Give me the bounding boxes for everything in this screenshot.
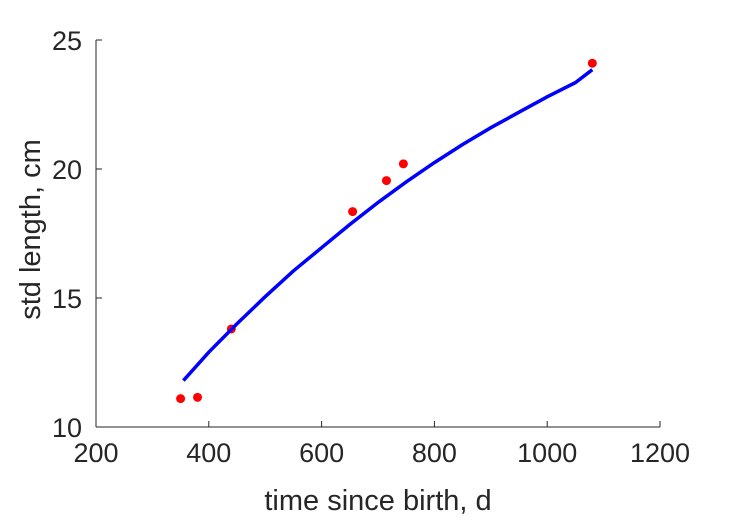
axes: 200 400 600 800 1000 1200 10 15 20 25 — [52, 26, 690, 468]
x-tick-label: 600 — [299, 438, 344, 468]
plot-area — [176, 58, 597, 404]
x-tick-label: 1000 — [517, 438, 577, 468]
y-tick-label: 25 — [52, 26, 82, 56]
x-tick-label: 200 — [73, 438, 118, 468]
data-point — [398, 159, 408, 169]
data-point — [193, 392, 203, 402]
data-point — [381, 176, 391, 186]
y-tick-label: 15 — [52, 284, 82, 314]
x-tick-label: 1200 — [630, 438, 690, 468]
x-tick-label: 800 — [412, 438, 457, 468]
data-point — [348, 207, 358, 217]
data-point — [587, 58, 597, 68]
fit-curve — [182, 68, 594, 382]
x-tick-label: 400 — [186, 438, 231, 468]
x-axis-label: time since birth, d — [264, 485, 491, 517]
y-axis-label: std length, cm — [15, 139, 47, 320]
y-tick-label: 10 — [52, 413, 82, 443]
y-tick-label: 20 — [52, 155, 82, 185]
data-point — [176, 394, 186, 404]
